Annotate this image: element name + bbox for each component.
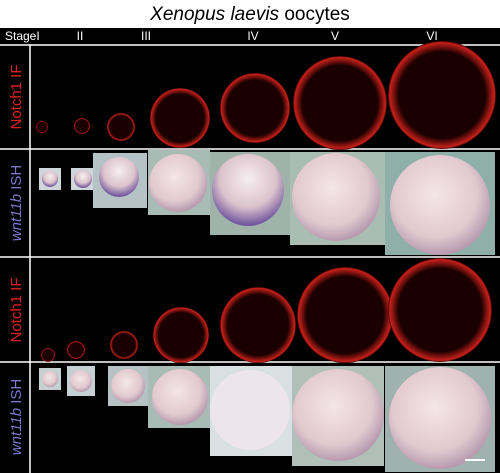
row-label: Notch1 IF xyxy=(8,64,25,129)
if-images xyxy=(36,41,496,150)
stage: IV xyxy=(247,29,258,43)
title: Xenopus laevis oocytes xyxy=(149,4,350,25)
if-images-2 xyxy=(41,258,492,363)
ish-images xyxy=(39,150,495,255)
stage-label: Stage xyxy=(5,29,37,43)
row-label: wnt11b ISH xyxy=(8,379,25,455)
stage: V xyxy=(331,29,339,43)
stage: III xyxy=(141,29,151,43)
stage: VI xyxy=(426,29,437,43)
stage: II xyxy=(77,29,84,43)
row-label: Notch1 IF xyxy=(8,277,25,342)
stage: I xyxy=(36,29,39,43)
row-label: wnt11b ISH xyxy=(8,165,25,241)
ish-images-2 xyxy=(39,366,495,472)
stage-header: Stage I II III IV V VI xyxy=(5,29,438,43)
title-band xyxy=(0,0,500,28)
